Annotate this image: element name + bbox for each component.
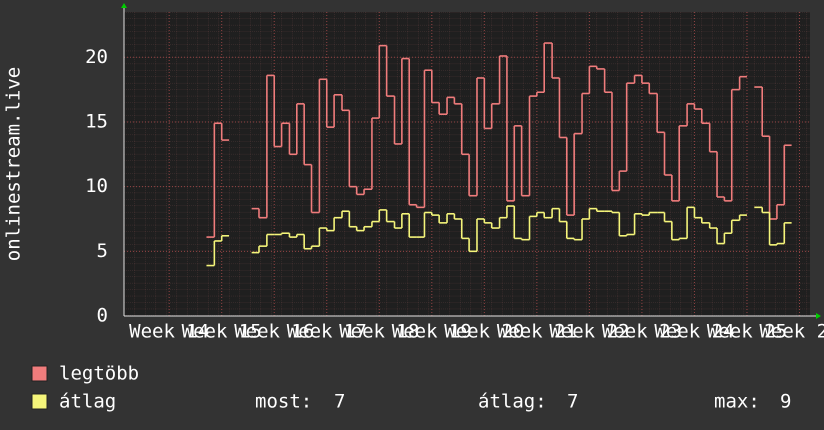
y-tick-label: 10 [85,175,108,197]
plot-area [124,12,810,316]
x-tick-label: Week 21 [497,321,577,343]
legend-swatch [31,393,48,410]
x-tick-label: Week 26 [759,321,824,343]
x-tick-label: Week 17 [287,321,367,343]
stat-value: 7 [334,391,345,413]
x-tick-label: Week 24 [654,321,734,343]
stat-label: most: [255,391,312,413]
y-tick-label: 0 [97,305,108,327]
x-tick-label: Week 18 [339,321,419,343]
stat-value: 7 [567,391,578,413]
x-tick-label: Week 20 [444,321,524,343]
y-tick-label: 15 [85,110,108,132]
x-tick-label: Week 23 [602,321,682,343]
x-tick-label: Week 19 [392,321,472,343]
y-axis-label: onlinestream.live [3,67,25,261]
x-tick-label: Week 15 [182,321,262,343]
x-tick-label: Week 16 [234,321,314,343]
legend: legtöbb átlag most: 7 átlag: 7 max: 9 [31,363,791,413]
legend-label: átlag [59,391,116,413]
stat-label: max: [714,391,760,413]
x-tick-label: Week 25 [707,321,787,343]
legend-swatch [31,365,48,382]
legend-label: legtöbb [59,363,139,385]
x-tick-label: Week 14 [129,321,209,343]
axis-arrow [816,313,821,319]
y-tick-label: 5 [97,240,108,262]
axis-arrow [121,3,127,8]
y-tick-label: 20 [85,46,108,68]
stat-value: 9 [780,391,791,413]
x-tick-label: Week 22 [549,321,629,343]
stat-label: átlag: [478,391,547,413]
